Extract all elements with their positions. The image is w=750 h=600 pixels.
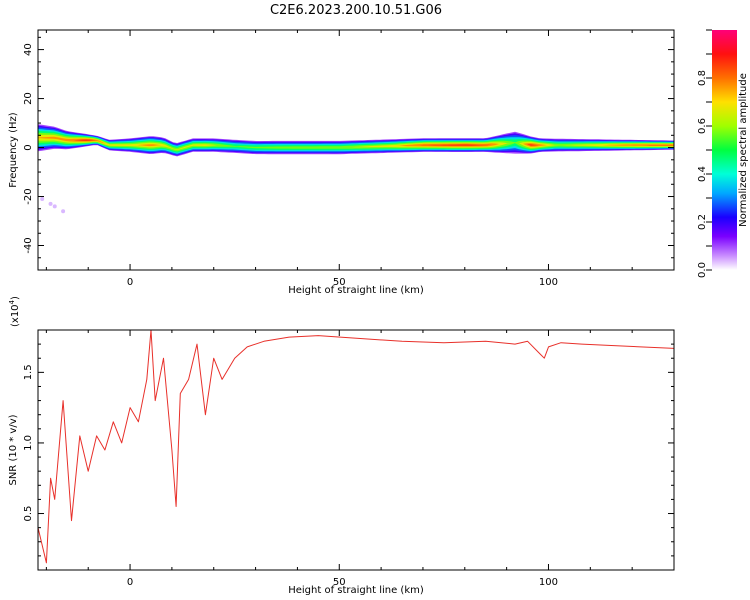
snr-x-tick-label: 50 (333, 577, 346, 588)
spectrogram-ticks (38, 30, 675, 271)
snr-x-tick-label: 100 (539, 577, 558, 588)
colorbar-tick-label: 0.4 (697, 166, 708, 182)
colorbar-tick-label: 0.6 (697, 118, 708, 134)
colorbar-label: Normalized spectral amplitude (738, 73, 749, 227)
spectrogram-x-tick-label: 100 (539, 277, 558, 288)
snr-y-tick-label: 1.0 (23, 435, 34, 451)
snr-x-tick-labels: 0 50 100 (127, 577, 558, 588)
colorbar: 0.0 0.2 0.4 0.6 0.8 Normalized spectral ampl… (697, 29, 749, 278)
snr-series-line (38, 330, 674, 564)
snr-y-tick-label: 1.5 (23, 364, 34, 380)
snr-y-tick-label: 0.5 (23, 506, 34, 522)
spectrogram-y-tick-label: 20 (23, 92, 34, 105)
spectrogram-y-tick-label: -20 (23, 188, 34, 204)
spectrogram-x-tick-labels: 0 50 100 (127, 277, 558, 288)
snr-y-tick-labels: 0.5 1.0 1.5 (23, 364, 34, 521)
spectrogram-y-tick-labels: -40 -20 0 20 40 (23, 43, 34, 253)
snr-x-axis-label: Height of straight line (km) (288, 585, 424, 596)
spectrogram-band (38, 124, 674, 157)
spectrogram-x-tick-label: 50 (333, 277, 346, 288)
spectrogram-y-axis-label: Frequency (Hz) (8, 112, 19, 188)
spectrogram-x-axis-label: Height of straight line (km) (288, 285, 424, 296)
colorbar-ticks: 0.0 0.2 0.4 0.6 0.8 (697, 29, 712, 278)
spectrogram-y-tick-label: 0 (23, 144, 34, 150)
figure-title: C2E6.2023.200.10.51.G06 (270, 3, 442, 18)
spectrogram-point-2 (52, 204, 57, 209)
snr-y-axis-label: SNR (10 * v/v) (8, 414, 19, 485)
colorbar-gradient (712, 30, 737, 270)
spectrogram-point-0 (40, 196, 45, 201)
spectrogram-y-tick-label: -40 (23, 237, 34, 253)
snr-panel: 0 50 100 0.5 1.0 1.5 Height of straight line… (8, 296, 675, 596)
spectrogram-band-level-4 (38, 130, 674, 153)
spectrogram-band-level-5 (38, 132, 674, 152)
spectrogram-scatter (40, 196, 66, 214)
spectrogram-x-tick-label: 0 (127, 277, 133, 288)
spectrogram-panel: 0 50 100 -40 -20 0 20 40 Height of straight li… (8, 29, 675, 296)
spectrogram-y-tick-label: 40 (23, 43, 34, 56)
spectrogram-frame (37, 29, 675, 271)
snr-ticks (38, 329, 675, 570)
snr-x-tick-label: 0 (127, 577, 133, 588)
snr-background (38, 330, 674, 570)
colorbar-tick-label: 0.0 (697, 262, 708, 278)
spectrogram-band-level-6 (38, 134, 674, 150)
snr-y-scale-note: (x104) (8, 296, 21, 327)
snr-frame (37, 329, 675, 571)
spectrogram-point-1 (48, 201, 53, 206)
colorbar-tick-label: 0.2 (697, 214, 708, 230)
colorbar-tick-label: 0.8 (697, 70, 708, 86)
spectrogram-point-3 (61, 209, 66, 214)
